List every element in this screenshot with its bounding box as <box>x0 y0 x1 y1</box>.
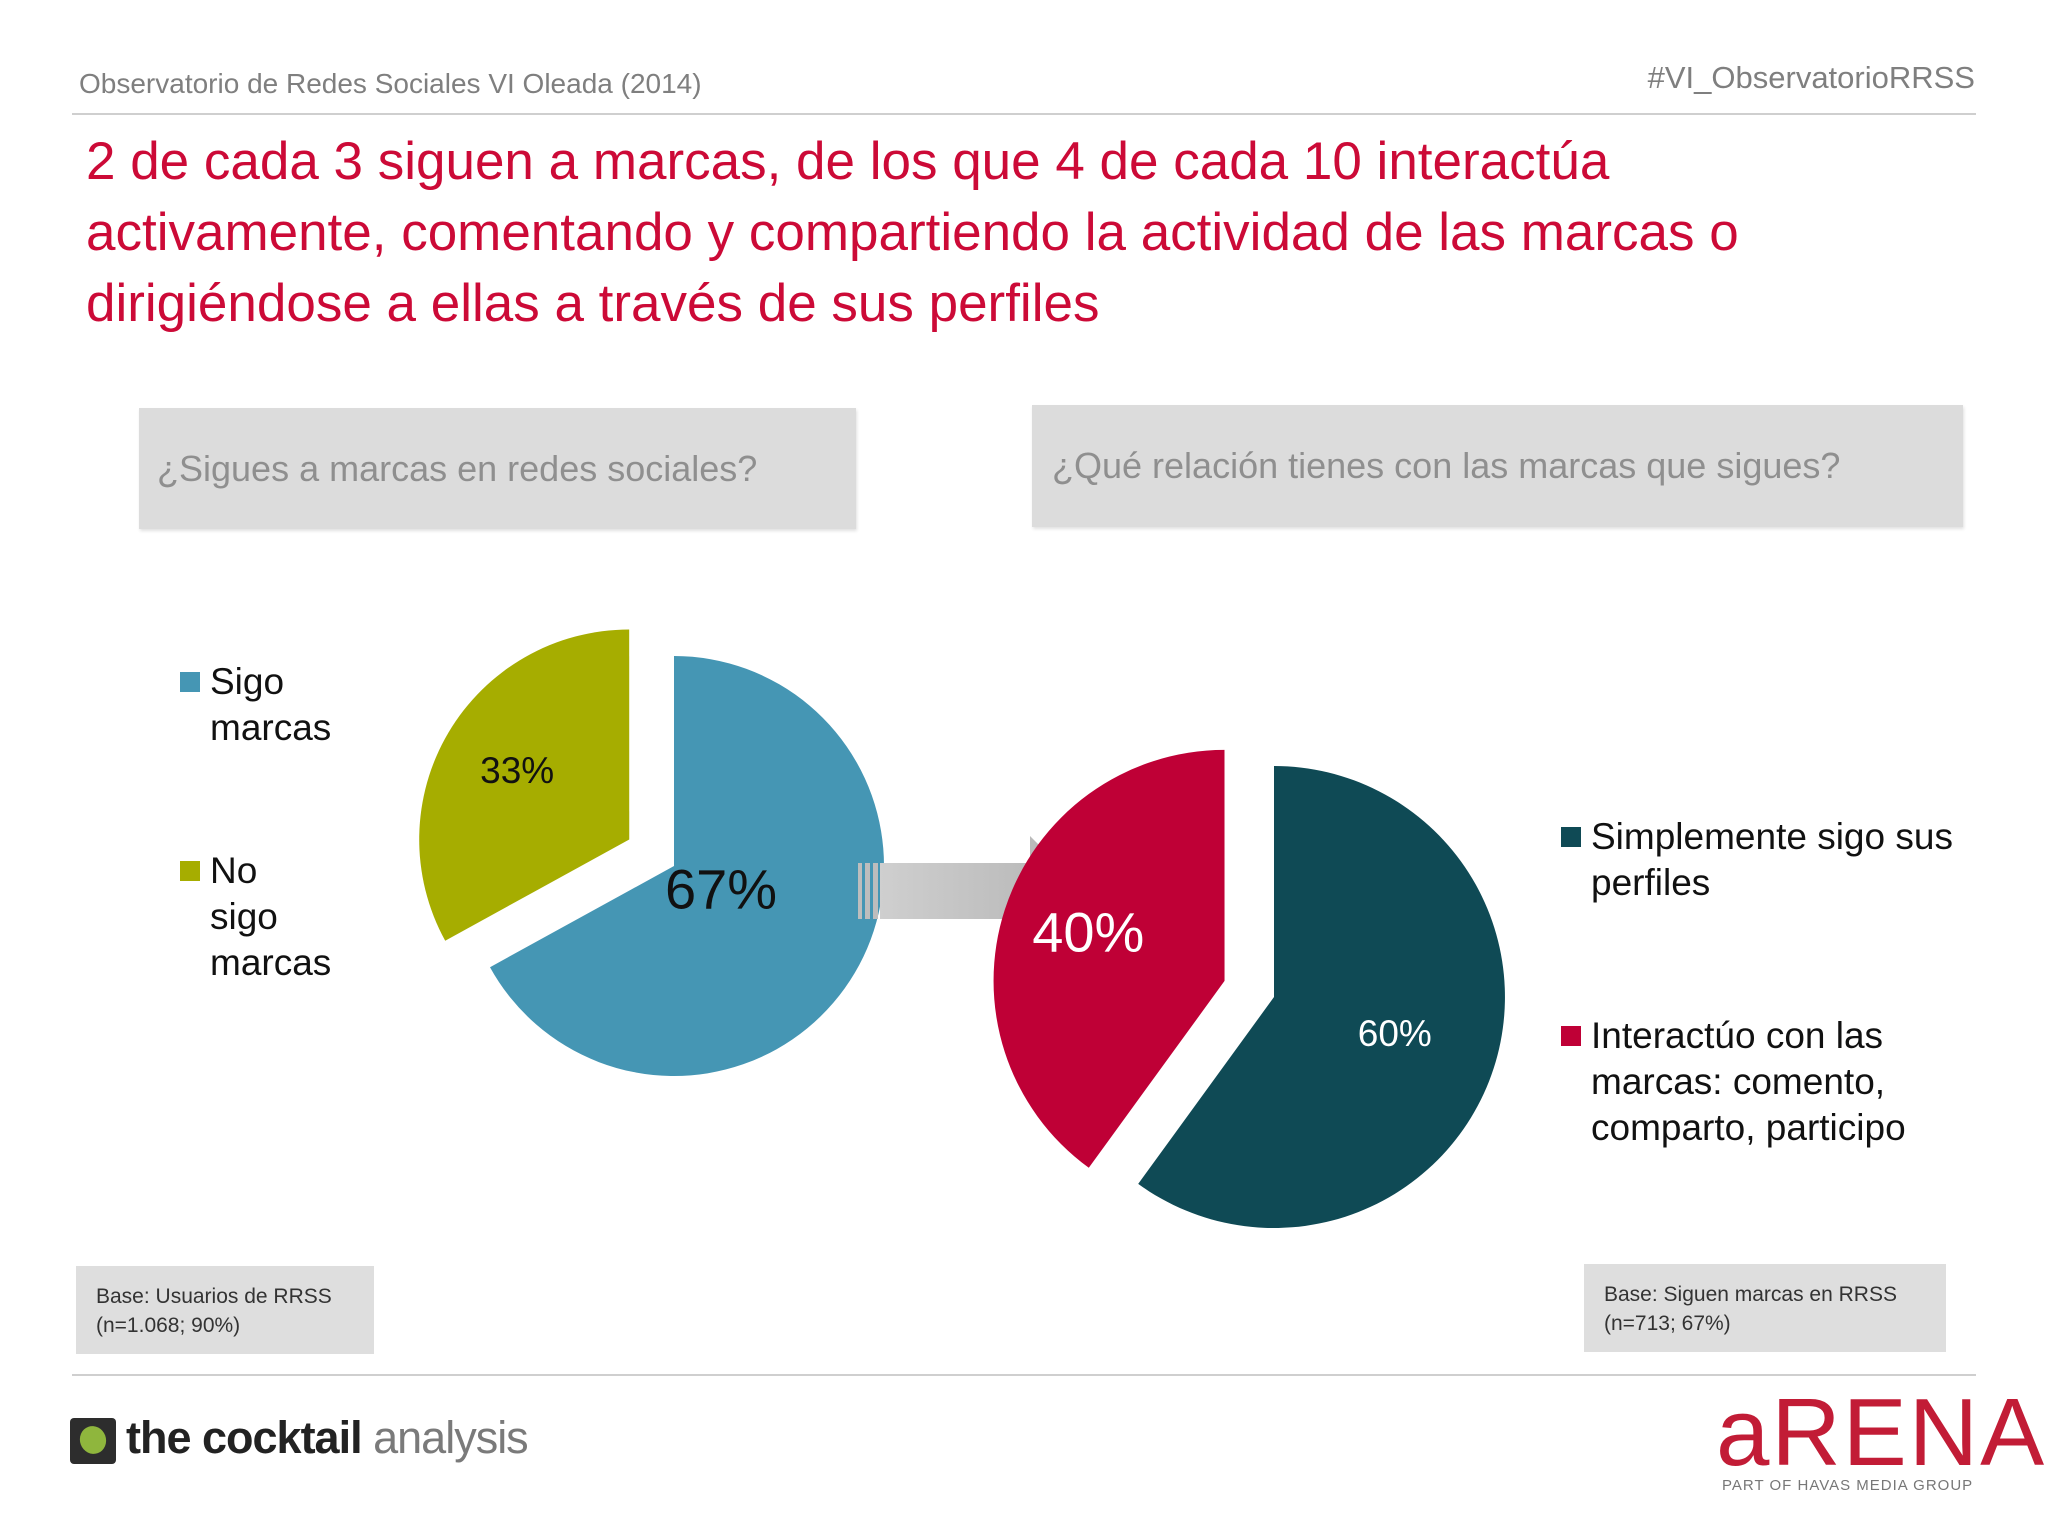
pie-chart-follow-brands: 67% 33% <box>419 629 885 1076</box>
base-note-left: Base: Usuarios de RRSS (n=1.068; 90%) <box>76 1266 374 1354</box>
legend-swatch <box>180 672 200 692</box>
olive-icon <box>75 1422 111 1458</box>
top-divider <box>72 113 1976 115</box>
legend-swatch <box>180 861 200 881</box>
question-text: ¿Qué relación tienes con las marcas que … <box>1052 445 1841 486</box>
legend-swatch <box>1561 1026 1581 1046</box>
data-label-no-sigo: 33% <box>480 750 554 791</box>
cocktail-logo-text: the cocktail analysis <box>126 1412 529 1464</box>
data-label-interactuo: 40% <box>1032 900 1144 963</box>
headline-line: dirigiéndose a ellas a través de sus per… <box>86 274 1100 333</box>
bottom-divider <box>72 1374 1976 1376</box>
base-note-right: Base: Siguen marcas en RRSS (n=713; 67%) <box>1584 1264 1946 1352</box>
arena-logo-subtitle: PART OF HAVAS MEDIA GROUP <box>1722 1477 1974 1494</box>
headline-line: 2 de cada 3 siguen a marcas, de los que … <box>86 132 1610 191</box>
survey-title: Observatorio de Redes Sociales VI Oleada… <box>79 68 702 99</box>
logo-word-light: analysis <box>373 1412 529 1463</box>
pie-slice-no-sigo-marcas <box>419 629 630 941</box>
pie-chart-brand-relationship: 60% 40% <box>993 749 1505 1229</box>
cocktail-logo-mark <box>70 1418 116 1464</box>
legend-label: No sigo marcas <box>210 850 332 983</box>
base-note-line: Base: Usuarios de RRSS <box>96 1285 332 1308</box>
legend-label: Sigo marcas <box>210 661 332 748</box>
data-label-simplemente: 60% <box>1358 1013 1432 1054</box>
question-text: ¿Sigues a marcas en redes sociales? <box>157 447 758 489</box>
hashtag: #VI_ObservatorioRRSS <box>1647 60 1975 95</box>
data-label-sigo: 67% <box>665 858 777 921</box>
question-box-follow-brands: ¿Sigues a marcas en redes sociales? <box>139 408 856 529</box>
legend-label: Simplemente sigo sus perfiles <box>1591 816 1953 903</box>
base-note-line: (n=1.068; 90%) <box>96 1314 241 1337</box>
arena-logo: aRENA <box>1716 1379 2047 1486</box>
pie-slice-interactuo <box>993 749 1225 1168</box>
headline: 2 de cada 3 siguen a marcas, de los que … <box>86 126 1966 339</box>
headline-line: activamente, comentando y compartiendo l… <box>86 203 1739 262</box>
legend-label: Interactúo con las marcas: comento, comp… <box>1591 1015 1906 1148</box>
base-note-line: (n=713; 67%) <box>1604 1312 1731 1335</box>
legend-swatch <box>1561 827 1581 847</box>
question-box-relationship: ¿Qué relación tienes con las marcas que … <box>1032 405 1963 527</box>
pie-slice-sigo-marcas <box>490 656 885 1076</box>
base-note-line: Base: Siguen marcas en RRSS <box>1604 1283 1897 1306</box>
pie-slice-simplemente <box>1138 766 1505 1229</box>
logo-word-bold: the cocktail <box>126 1412 363 1463</box>
